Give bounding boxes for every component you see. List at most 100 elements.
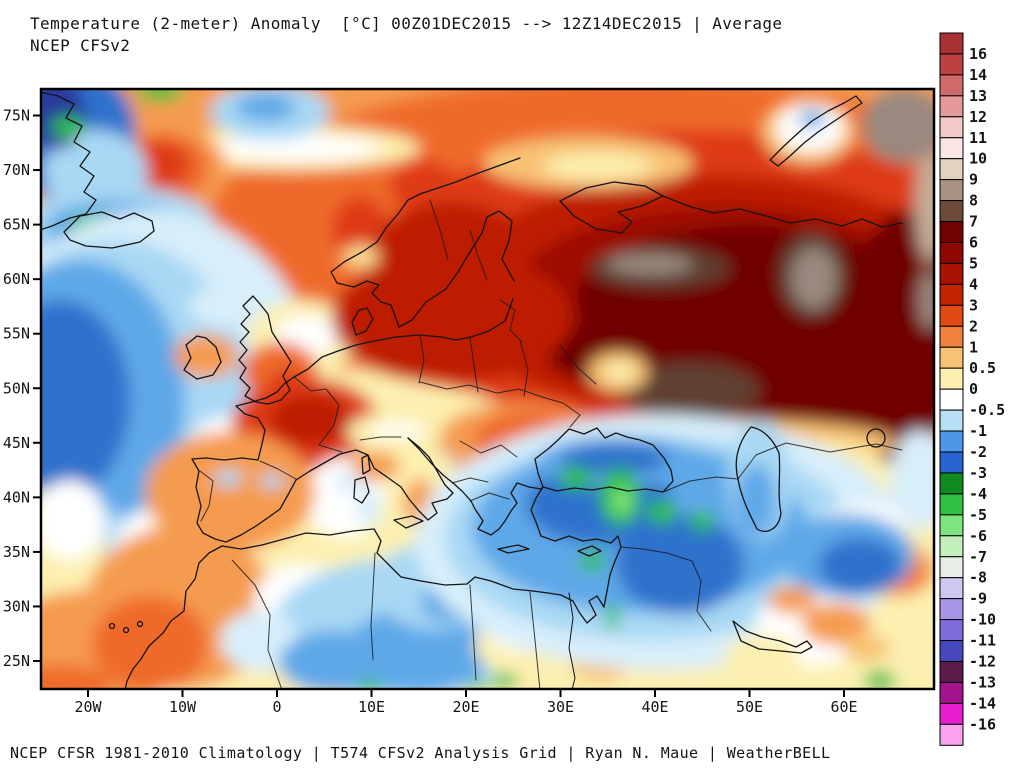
sea-caspian — [735, 426, 782, 532]
coastline-north-africa — [221, 528, 534, 592]
island-canary-1 — [108, 622, 116, 630]
coastline-kola-whitesea — [559, 181, 664, 234]
colorbar-label: 12 — [969, 108, 987, 126]
colorbar-cell — [939, 137, 964, 160]
island-sicily — [393, 515, 424, 529]
colorbar-cell — [939, 409, 964, 432]
colorbar-cell — [939, 325, 964, 348]
colorbar-label: 6 — [969, 234, 978, 252]
coastline-iceland — [63, 211, 155, 249]
colorbar-label: -4 — [969, 485, 987, 503]
colorbar-cell — [939, 619, 964, 642]
colorbar-label: 9 — [969, 171, 978, 189]
coastline-greenland — [42, 91, 97, 231]
coastline-persian-gulf — [732, 620, 813, 654]
coastline-denmark — [351, 307, 374, 336]
colorbar-cell — [939, 430, 964, 453]
coastline-turkey-west — [530, 486, 544, 537]
coastline-iberia — [191, 458, 297, 543]
colorbar-label: -8 — [969, 569, 987, 587]
coastline-scandinavia — [330, 157, 521, 328]
coastline-turkey-levant — [532, 535, 622, 624]
coastline-north-continent — [293, 298, 514, 378]
colorbar-cell — [939, 598, 964, 621]
coastline-blacksea — [534, 427, 674, 493]
colorbar-cell — [939, 283, 964, 306]
colorbar-label: 0 — [969, 380, 978, 398]
coastline-novaya-zemlya — [769, 95, 863, 167]
lat-tick-label: 45N — [3, 434, 30, 452]
colorbar-cell — [939, 702, 964, 725]
island-crete — [497, 544, 530, 554]
colorbar-cell — [939, 262, 964, 285]
coastline-morocco — [124, 545, 223, 688]
lon-tick-label: 30E — [547, 698, 574, 716]
colorbar-label: -9 — [969, 590, 987, 608]
coastline-france-west — [191, 376, 295, 461]
lon-tick-label: 10W — [169, 698, 197, 716]
lat-tick-label: 30N — [3, 597, 30, 615]
colorbar-cell — [939, 116, 964, 139]
colorbar-cell — [939, 346, 964, 369]
latitude-axis: 75N 70N 65N 60N 55N 50N 45N 40N 35N 30N 25N — [3, 107, 41, 670]
colorbar-label: 11 — [969, 129, 987, 147]
colorbar-label: -11 — [969, 632, 996, 650]
river-nile — [568, 592, 576, 688]
colorbar-cell — [939, 681, 964, 704]
colorbar-label: 8 — [969, 192, 978, 210]
lat-tick-label: 50N — [3, 379, 30, 397]
colorbar-cell — [939, 242, 964, 264]
colorbar-label: 5 — [969, 254, 978, 272]
coastline-arctic-russia — [662, 195, 903, 228]
lat-tick-label: 35N — [3, 543, 30, 561]
lat-tick-label: 75N — [3, 107, 30, 125]
colorbar-label: -14 — [969, 694, 996, 712]
colorbar-label: -10 — [969, 611, 996, 629]
colorbar-cell — [939, 535, 964, 558]
lon-tick-label: 10E — [358, 698, 385, 716]
colorbar-cell — [939, 723, 964, 746]
colorbar-label: 1 — [969, 338, 978, 356]
colorbar-cell — [939, 32, 964, 55]
colorbar-label: 13 — [969, 87, 987, 105]
island-sardinia — [353, 476, 370, 504]
credits-footer: NCEP CFSR 1981-2010 Climatology | T574 C… — [10, 744, 831, 762]
colorbar-label: -13 — [969, 673, 996, 691]
lon-tick-label: 60E — [830, 698, 857, 716]
colorbar-label: 14 — [969, 66, 987, 84]
colorbar-legend: 16 14 13 12 11 10 9 8 7 6 5 4 3 2 1 0.5 0 -0.5 -1 -2 -3 -4 -5 -… — [939, 32, 1005, 746]
colorbar-label: 0.5 — [969, 359, 996, 377]
page-subtitle: NCEP CFSv2 — [30, 36, 131, 55]
colorbar-label: -6 — [969, 527, 987, 545]
longitude-axis: 20W 10W 0 10E 20E 30E 40E 50E 60E — [74, 689, 858, 716]
title-block: Temperature (2-meter) Anomaly [°C] 00Z01… — [30, 13, 782, 57]
colorbar-cell — [939, 556, 964, 579]
colorbar-label: 7 — [969, 213, 978, 231]
coastline-med-north — [295, 437, 454, 521]
colorbar-cell — [939, 493, 964, 516]
lat-tick-label: 65N — [3, 216, 30, 234]
colorbar-cell — [939, 179, 964, 202]
colorbar-cell — [939, 158, 964, 181]
colorbar-label: -12 — [969, 653, 996, 671]
lat-tick-label: 55N — [3, 325, 30, 343]
colorbar-cell — [939, 472, 964, 495]
lon-tick-label: 0 — [272, 698, 281, 716]
island-canary-2 — [122, 626, 130, 634]
colorbar-label: 10 — [969, 150, 987, 168]
colorbar-label: -16 — [969, 715, 996, 733]
lon-tick-label: 40E — [641, 698, 668, 716]
anomaly-shading-field — [42, 90, 933, 688]
colorbar-cell — [939, 367, 964, 390]
lat-tick-label: 60N — [3, 270, 30, 288]
country-borders-layer — [199, 199, 903, 688]
colorbar-label: -5 — [969, 506, 987, 524]
lat-tick-label: 25N — [3, 652, 30, 670]
island-cyprus — [577, 545, 602, 557]
colorbar-label: -7 — [969, 548, 987, 566]
colorbar-label: 4 — [969, 275, 978, 293]
island-corsica — [361, 454, 371, 475]
coastline-ireland — [183, 335, 222, 380]
colorbar-label: 2 — [969, 317, 978, 335]
